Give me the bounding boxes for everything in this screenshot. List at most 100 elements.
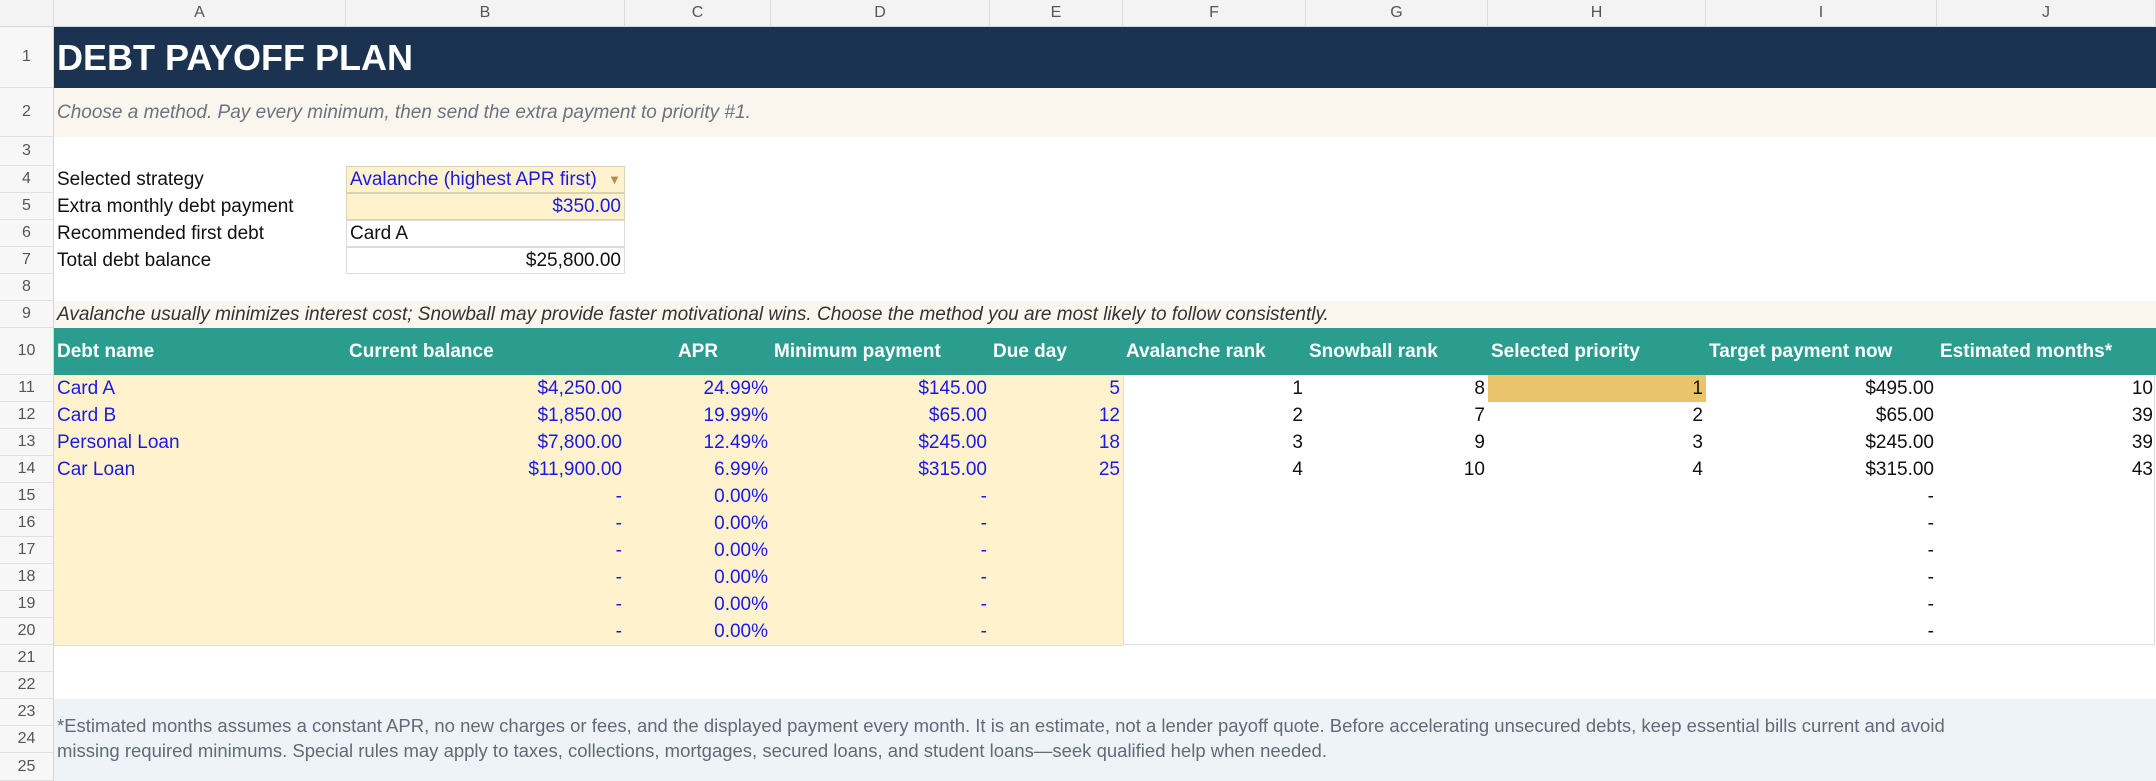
table-cell[interactable]: 3 [1692,431,1703,453]
row-header[interactable]: 6 [0,220,54,247]
table-cell[interactable] [1488,618,1706,645]
table-cell[interactable]: $11,900.00 [528,458,622,480]
table-cell[interactable] [990,537,1123,564]
table-cell[interactable]: 4 [1692,458,1703,480]
table-cell[interactable] [990,510,1123,537]
column-title[interactable]: Minimum payment [774,340,941,362]
table-cell[interactable]: 0.00% [714,539,768,561]
column-header[interactable]: F [1123,0,1306,27]
total-balance-value[interactable]: $25,800.00 [346,247,625,274]
table-cell[interactable] [990,564,1123,591]
table-cell[interactable]: $7,800.00 [537,431,622,453]
table-cell[interactable]: 0.00% [714,566,768,588]
table-cell[interactable] [1123,537,1306,564]
row-header[interactable]: 4 [0,166,54,193]
table-cell[interactable] [1306,564,1488,591]
table-cell[interactable]: $1,850.00 [537,404,622,426]
row-header[interactable]: 1 [0,27,54,88]
column-header[interactable]: D [771,0,990,27]
table-cell[interactable]: - [1927,512,1934,534]
table-cell[interactable]: - [615,539,622,561]
column-title[interactable]: APR [677,340,719,362]
table-cell[interactable]: - [980,539,987,561]
table-cell[interactable]: - [980,566,987,588]
table-cell[interactable] [54,564,346,591]
table-cell[interactable]: - [1927,593,1934,615]
table-cell[interactable]: - [615,566,622,588]
table-cell[interactable] [1488,537,1706,564]
column-header[interactable]: C [625,0,771,27]
table-cell[interactable] [1937,618,2156,645]
page-title[interactable]: DEBT PAYOFF PLAN [57,36,414,78]
table-cell[interactable] [54,618,346,645]
table-cell[interactable]: Car Loan [57,458,136,480]
table-cell[interactable]: - [1927,485,1934,507]
table-cell[interactable]: 2 [1692,404,1703,426]
column-title[interactable]: Due day [993,340,1067,362]
table-cell[interactable]: - [615,485,622,507]
table-cell[interactable] [1123,591,1306,618]
column-header[interactable]: J [1937,0,2156,27]
table-cell[interactable]: 0.00% [714,620,768,642]
column-title[interactable]: Current balance [349,340,494,362]
table-cell[interactable] [1123,510,1306,537]
table-cell[interactable]: $315.00 [918,458,987,480]
table-cell[interactable]: 39 [2131,431,2153,453]
row-header[interactable]: 13 [0,429,54,456]
footnote-line-1[interactable]: *Estimated months assumes a constant APR… [57,715,1945,736]
table-cell[interactable] [1306,618,1488,645]
strategy-dropdown[interactable]: Avalanche (highest APR first) ▼ [346,166,625,193]
table-cell[interactable]: - [1927,566,1934,588]
table-cell[interactable]: Card B [57,404,117,426]
column-title[interactable]: Avalanche rank [1126,340,1266,362]
table-cell[interactable] [1937,564,2156,591]
table-cell[interactable]: - [1927,539,1934,561]
table-cell[interactable] [1488,564,1706,591]
table-cell[interactable]: 43 [2131,458,2153,480]
column-title[interactable]: Snowball rank [1309,340,1438,362]
table-cell[interactable] [1306,483,1488,510]
column-title[interactable]: Debt name [57,340,155,362]
row-header[interactable]: 18 [0,564,54,591]
row-header[interactable]: 10 [0,328,54,375]
table-cell[interactable] [1488,591,1706,618]
extra-payment-label[interactable]: Extra monthly debt payment [57,195,294,217]
row-header[interactable]: 17 [0,537,54,564]
table-cell[interactable]: 4 [1292,458,1303,480]
table-cell[interactable]: 0.00% [714,485,768,507]
table-cell[interactable]: 2 [1292,404,1303,426]
row-header[interactable]: 9 [0,301,54,328]
table-cell[interactable] [54,510,346,537]
table-cell[interactable]: $145.00 [918,377,987,399]
row-header[interactable]: 2 [0,88,54,137]
table-cell[interactable]: 24.99% [703,377,768,399]
row-header[interactable]: 5 [0,193,54,220]
chevron-down-icon[interactable]: ▼ [608,172,621,187]
column-header[interactable]: A [54,0,346,27]
table-cell[interactable]: - [1927,620,1934,642]
table-cell[interactable] [990,591,1123,618]
table-cell[interactable]: 19.99% [703,404,768,426]
table-cell[interactable]: 6.99% [714,458,768,480]
table-cell[interactable] [54,537,346,564]
column-header[interactable]: B [346,0,625,27]
table-cell[interactable] [1937,591,2156,618]
footnote-line-2[interactable]: missing required minimums. Special rules… [57,740,1327,761]
row-header[interactable]: 25 [0,753,54,781]
table-cell[interactable] [1937,537,2156,564]
table-cell[interactable]: 9 [1474,431,1485,453]
table-cell[interactable]: - [615,620,622,642]
column-header[interactable]: E [990,0,1123,27]
row-header[interactable]: 15 [0,483,54,510]
table-cell[interactable] [54,591,346,618]
table-cell[interactable]: 5 [1109,377,1120,399]
table-cell[interactable]: - [980,512,987,534]
row-header[interactable]: 3 [0,137,54,166]
table-cell[interactable] [1488,483,1706,510]
table-cell[interactable] [54,483,346,510]
table-cell[interactable]: Card A [57,377,116,399]
table-cell[interactable]: 25 [1098,458,1120,480]
table-cell[interactable]: $315.00 [1865,458,1934,480]
table-cell[interactable]: - [615,512,622,534]
row-header[interactable]: 12 [0,402,54,429]
